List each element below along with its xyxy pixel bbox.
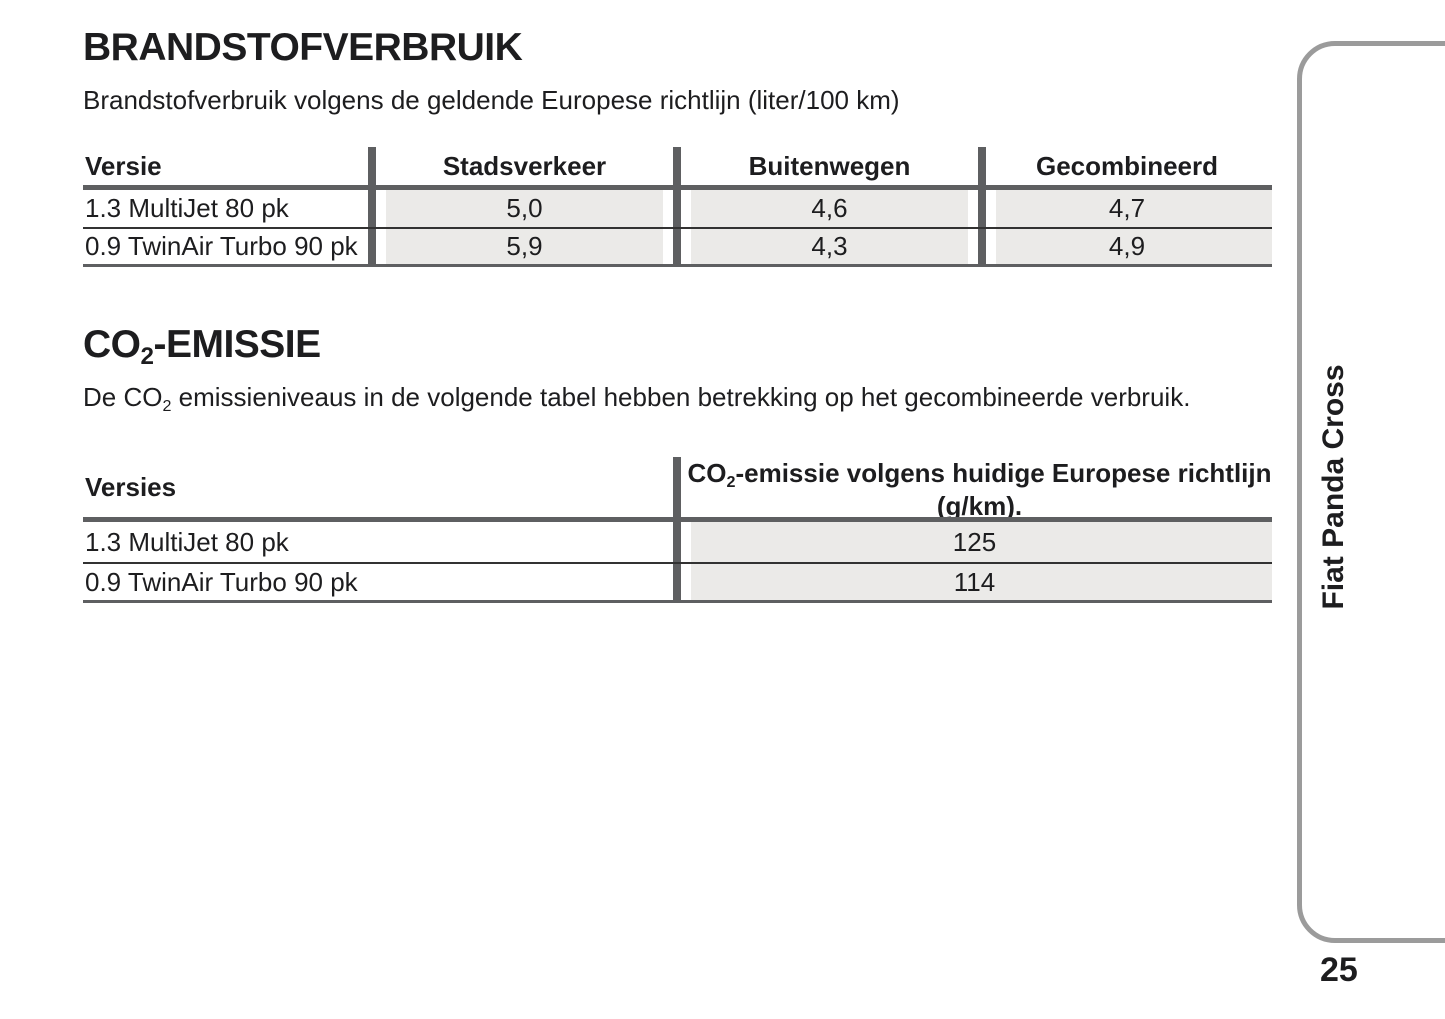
- intro-text: emissieniveaus in de volgende tabel hebb…: [171, 382, 1191, 412]
- table-bottom-rule: [83, 264, 1272, 267]
- intro-text: De CO: [83, 382, 163, 412]
- column-header-co2-emissie: CO2-emissie volgens huidige Europese ric…: [687, 457, 1272, 521]
- table-bottom-rule: [83, 600, 1272, 603]
- title-text: -EMISSIE: [153, 323, 321, 366]
- header-rule: [83, 185, 1272, 190]
- cell-background: [996, 190, 1272, 227]
- row-separator: [83, 227, 1272, 229]
- column-header-stadsverkeer: Stadsverkeer: [442, 151, 607, 181]
- column-divider: [673, 147, 681, 267]
- cell-background: [691, 229, 968, 264]
- section2-title: CO2-EMISSIE: [83, 323, 321, 372]
- cell-background: [386, 190, 663, 227]
- column-header-versie: Versie: [85, 151, 162, 181]
- title-text: CO: [83, 323, 141, 366]
- table-row: 0.9 TwinAir Turbo 90 pk 5,9 4,3 4,9: [83, 229, 1272, 264]
- cell-background: [691, 522, 1272, 562]
- cell-versie: 1.3 MultiJet 80 pk: [85, 527, 289, 557]
- cell-buitenwegen: 4,6: [811, 193, 848, 223]
- cell-versie: 0.9 TwinAir Turbo 90 pk: [85, 567, 358, 597]
- title-subscript: 2: [140, 342, 154, 370]
- intro-subscript: 2: [162, 396, 172, 415]
- table-row: 0.9 TwinAir Turbo 90 pk 114: [83, 564, 1272, 600]
- header-line2: (g/km).: [936, 491, 1023, 521]
- cell-stadsverkeer: 5,9: [506, 231, 543, 261]
- cell-versie: 1.3 MultiJet 80 pk: [85, 193, 289, 223]
- header-subscript: 2: [726, 472, 736, 491]
- cell-co2-value: 125: [952, 527, 997, 557]
- cell-buitenwegen: 4,3: [811, 231, 848, 261]
- column-divider: [673, 457, 681, 603]
- section1-title: BRANDSTOFVERBRUIK: [83, 26, 523, 69]
- column-divider: [368, 147, 376, 267]
- table-row: 1.3 MultiJet 80 pk 125: [83, 522, 1272, 562]
- header-line1: CO2-emissie volgens huidige Europese ric…: [687, 458, 1272, 491]
- cell-gecombineerd: 4,9: [1108, 231, 1146, 261]
- table-row: 1.3 MultiJet 80 pk 5,0 4,6 4,7: [83, 190, 1272, 227]
- fuel-consumption-table: Versie Stadsverkeer Buitenwegen Gecombin…: [83, 147, 1272, 267]
- column-header-versies: Versies: [85, 472, 177, 502]
- table-header-row: Versie Stadsverkeer Buitenwegen Gecombin…: [83, 147, 1272, 185]
- side-tab-border: [1297, 41, 1445, 943]
- side-tab-label: Fiat Panda Cross: [1317, 364, 1350, 610]
- cell-background: [691, 564, 1272, 600]
- column-divider: [978, 147, 986, 267]
- row-separator: [83, 562, 1272, 564]
- section2-intro: De CO2 emissieniveaus in de volgende tab…: [83, 382, 1190, 416]
- cell-background: [996, 229, 1272, 264]
- cell-background: [691, 190, 968, 227]
- cell-stadsverkeer: 5,0: [506, 193, 543, 223]
- cell-gecombineerd: 4,7: [1108, 193, 1146, 223]
- cell-co2-value: 114: [953, 567, 996, 597]
- header-rule: [83, 517, 1272, 522]
- cell-background: [386, 229, 663, 264]
- section1-subtitle: Brandstofverbruik volgens de geldende Eu…: [83, 85, 900, 115]
- cell-versie: 0.9 TwinAir Turbo 90 pk: [85, 231, 358, 261]
- page-number: 25: [1320, 951, 1358, 989]
- column-header-buitenwegen: Buitenwegen: [748, 151, 911, 181]
- column-header-gecombineerd: Gecombineerd: [1035, 151, 1219, 181]
- co2-emission-table: Versies CO2-emissie volgens huidige Euro…: [83, 457, 1272, 603]
